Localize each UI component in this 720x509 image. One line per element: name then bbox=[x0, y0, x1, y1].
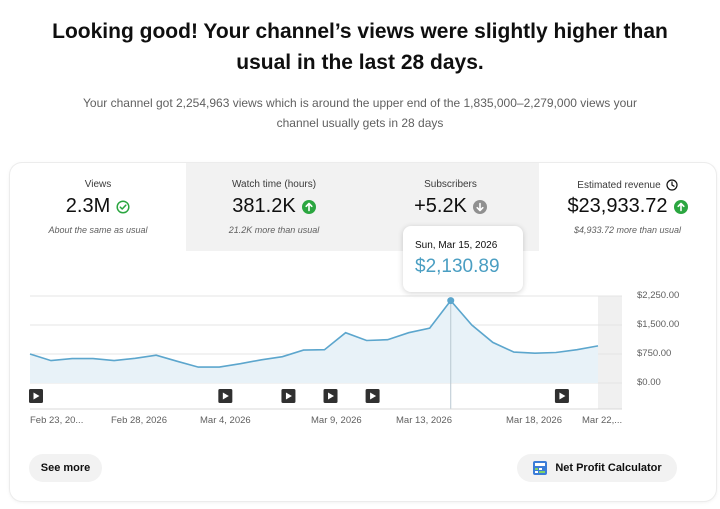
x-tick-label: Mar 18, 2026 bbox=[506, 415, 562, 426]
metric-label: Views bbox=[84, 179, 112, 190]
x-tick-label: Feb 28, 2026 bbox=[111, 415, 167, 426]
x-tick-label: Feb 23, 20... bbox=[30, 415, 84, 426]
metric-estimated-revenue[interactable]: Estimated revenue $23,933.72 $4,933.72 m… bbox=[539, 163, 716, 251]
net-profit-calculator-label: Net Profit Calculator bbox=[555, 462, 662, 474]
metric-value: 381.2K bbox=[232, 195, 296, 217]
metric-views[interactable]: Views 2.3M About the same as usual bbox=[10, 163, 186, 251]
calculator-icon bbox=[532, 460, 548, 476]
y-tick-label: $750.00 bbox=[637, 348, 672, 359]
x-tick-label: Mar 22,... bbox=[582, 415, 623, 426]
y-tick-label: $2,250.00 bbox=[637, 290, 680, 301]
arrow-up-icon bbox=[673, 199, 688, 214]
net-profit-calculator-button[interactable]: Net Profit Calculator bbox=[517, 454, 677, 482]
clock-icon bbox=[666, 179, 678, 191]
insight-description: Your channel got 2,254,963 views which i… bbox=[83, 96, 637, 130]
metric-value: 2.3M bbox=[65, 195, 111, 217]
see-more-button[interactable]: See more bbox=[29, 454, 102, 482]
chart-tooltip: Sun, Mar 15, 2026 $2,130.89 bbox=[403, 226, 523, 292]
analytics-card: Views 2.3M About the same as usual Watch… bbox=[10, 163, 716, 501]
metric-label: Watch time (hours) bbox=[231, 179, 317, 190]
x-tick-label: Mar 13, 2026 bbox=[396, 415, 452, 426]
tooltip-value: $2,130.89 bbox=[415, 256, 500, 277]
tooltip-date: Sun, Mar 15, 2026 bbox=[415, 240, 498, 251]
metric-value: +5.2K bbox=[414, 195, 467, 217]
metric-value: $23,933.72 bbox=[567, 195, 668, 217]
x-tick-label: Mar 4, 2026 bbox=[200, 415, 251, 426]
metric-label: Estimated revenue bbox=[539, 179, 716, 191]
metric-watch-time[interactable]: Watch time (hours) 381.2K 21.2K more tha… bbox=[186, 163, 362, 251]
y-tick-label: $0.00 bbox=[637, 377, 661, 388]
x-tick-label: Mar 9, 2026 bbox=[311, 415, 362, 426]
check-circle-icon bbox=[116, 199, 130, 214]
insight-headline: Looking good! Your channel’s views were … bbox=[52, 20, 668, 74]
metric-note: $4,933.72 more than usual bbox=[573, 225, 682, 235]
arrow-up-icon bbox=[301, 199, 316, 214]
y-tick-label: $1,500.00 bbox=[637, 319, 680, 330]
metric-note: 21.2K more than usual bbox=[228, 225, 320, 235]
arrow-down-icon bbox=[472, 199, 487, 214]
metric-note: About the same as usual bbox=[48, 225, 148, 235]
metric-label: Subscribers bbox=[424, 179, 477, 190]
